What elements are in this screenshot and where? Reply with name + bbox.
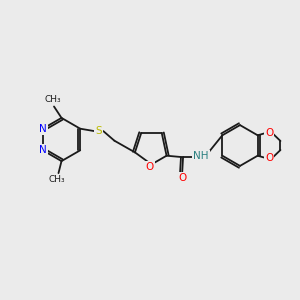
Text: S: S xyxy=(95,126,102,136)
Text: NH: NH xyxy=(193,151,209,161)
Text: CH₃: CH₃ xyxy=(49,175,65,184)
Text: N: N xyxy=(39,124,47,134)
Text: O: O xyxy=(265,128,273,138)
Text: N: N xyxy=(39,145,47,155)
Text: O: O xyxy=(265,153,273,163)
Text: O: O xyxy=(178,173,186,183)
Text: CH₃: CH₃ xyxy=(44,95,61,104)
Text: O: O xyxy=(146,162,154,172)
